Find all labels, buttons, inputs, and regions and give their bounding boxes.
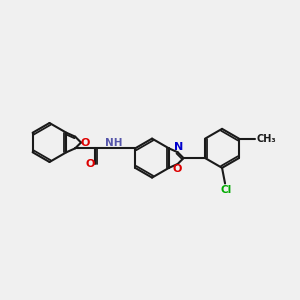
Text: N: N — [174, 142, 183, 152]
Text: O: O — [80, 137, 90, 148]
Text: CH₃: CH₃ — [257, 134, 277, 144]
Text: NH: NH — [105, 138, 123, 148]
Text: O: O — [85, 159, 95, 169]
Text: O: O — [172, 164, 182, 174]
Text: Cl: Cl — [221, 185, 232, 195]
